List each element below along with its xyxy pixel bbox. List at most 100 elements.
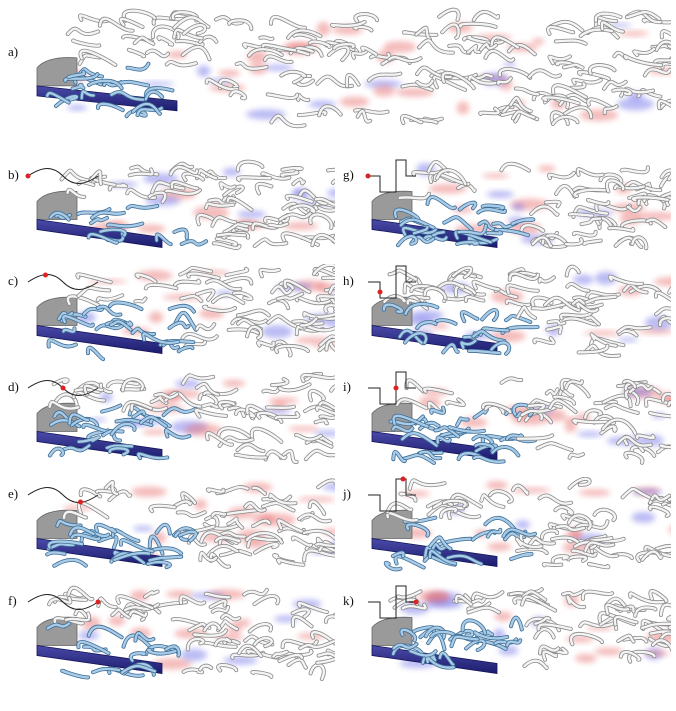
vorticity-haze xyxy=(268,397,298,403)
vortex-tube-outline xyxy=(336,221,371,230)
panel-label: i) xyxy=(343,379,351,394)
vortex-tube xyxy=(335,614,348,621)
phase-marker xyxy=(414,600,419,605)
panel: b) xyxy=(8,162,370,252)
vortex-tube xyxy=(326,616,349,621)
flow-field xyxy=(37,588,349,679)
vortex-tube xyxy=(110,302,142,309)
phase-marker xyxy=(43,273,48,278)
vorticity-haze xyxy=(218,70,240,77)
vorticity-haze xyxy=(580,109,619,121)
forcing-wave xyxy=(28,169,98,184)
panel: e) xyxy=(8,480,351,567)
panel: i) xyxy=(343,372,676,463)
vorticity-haze xyxy=(327,188,344,197)
vortex-tube xyxy=(316,420,327,423)
vorticity-haze xyxy=(486,481,508,490)
vortex-tube xyxy=(488,232,502,233)
panel-label: b) xyxy=(8,167,19,182)
phase-marker xyxy=(366,174,371,179)
phase-marker xyxy=(401,477,406,482)
vorticity-haze xyxy=(573,274,593,284)
vorticity-haze xyxy=(180,649,207,661)
phase-marker xyxy=(96,600,101,605)
vorticity-haze xyxy=(579,489,611,496)
vorticity-haze xyxy=(631,512,655,523)
flow-field xyxy=(37,162,370,252)
flow-field xyxy=(372,378,676,463)
vortex-tube xyxy=(267,407,294,408)
vorticity-haze xyxy=(511,203,525,211)
vortex-tube-outline xyxy=(672,549,676,554)
vorticity-haze xyxy=(594,648,623,656)
panel-label: a) xyxy=(8,44,18,59)
forcing-pulse xyxy=(368,266,416,298)
panel: k) xyxy=(343,586,676,673)
flow-field xyxy=(37,265,360,359)
vortex-tube xyxy=(135,299,145,302)
flow-field xyxy=(37,10,676,127)
panel-label: g) xyxy=(343,167,354,182)
vortex-tube xyxy=(553,556,568,561)
vorticity-haze xyxy=(538,165,555,172)
vorticity-haze xyxy=(487,542,511,550)
vortex-tube xyxy=(575,190,605,196)
vorticity-haze xyxy=(482,173,509,178)
vorticity-haze xyxy=(197,65,210,77)
vortex-tube xyxy=(544,564,561,565)
panel-label: h) xyxy=(343,273,354,288)
flow-field xyxy=(372,267,676,356)
vortex-tube xyxy=(276,346,308,352)
vortex-tube xyxy=(481,495,503,507)
vorticity-haze xyxy=(223,656,258,664)
panel: f) xyxy=(8,588,349,679)
vortex-tube xyxy=(170,306,194,312)
leading-edge xyxy=(37,297,77,325)
leading-edge xyxy=(37,58,77,86)
vortex-tube xyxy=(334,234,361,241)
vortex-tube xyxy=(147,51,168,57)
vorticity-haze xyxy=(373,85,395,97)
vorticity-haze xyxy=(67,105,87,111)
vorticity-haze xyxy=(142,429,167,435)
vortex-tube xyxy=(170,323,189,328)
panel-label: f) xyxy=(8,593,17,608)
vorticity-haze xyxy=(288,426,319,431)
vorticity-haze xyxy=(261,325,293,338)
vorticity-haze xyxy=(575,654,597,663)
panel: d) xyxy=(8,374,353,462)
vorticity-haze xyxy=(149,311,163,323)
flow-field xyxy=(372,162,676,248)
vortex-tube xyxy=(218,234,245,235)
panel-label: j) xyxy=(342,486,351,501)
vorticity-haze xyxy=(577,431,603,437)
phase-marker xyxy=(394,386,399,391)
vorticity-haze xyxy=(131,487,167,497)
flow-field xyxy=(37,374,353,462)
phase-marker xyxy=(26,174,31,179)
vorticity-haze xyxy=(133,526,153,532)
panel: c) xyxy=(8,265,360,359)
vorticity-haze xyxy=(654,277,676,286)
vortex-tube-outline xyxy=(335,614,348,621)
phase-marker xyxy=(61,386,66,391)
vortex-tube xyxy=(410,480,445,488)
panel: j) xyxy=(342,477,676,570)
vortex-tube xyxy=(540,495,572,503)
vorticity-haze xyxy=(515,520,530,529)
vortex-tube xyxy=(588,200,608,204)
vorticity-haze xyxy=(222,380,245,387)
vortex-tube xyxy=(668,613,676,619)
vorticity-haze xyxy=(184,424,222,436)
panel-label: k) xyxy=(343,593,354,608)
flow-field xyxy=(37,480,351,567)
vorticity-haze xyxy=(617,98,654,111)
vortex-tube xyxy=(179,347,193,351)
vortex-tube xyxy=(439,10,458,20)
panel-label: d) xyxy=(8,379,19,394)
vorticity-haze xyxy=(503,62,516,67)
panel: a) xyxy=(8,10,676,127)
vorticity-haze xyxy=(487,191,514,198)
vorticity-haze xyxy=(669,524,676,535)
phase-marker xyxy=(78,500,83,505)
